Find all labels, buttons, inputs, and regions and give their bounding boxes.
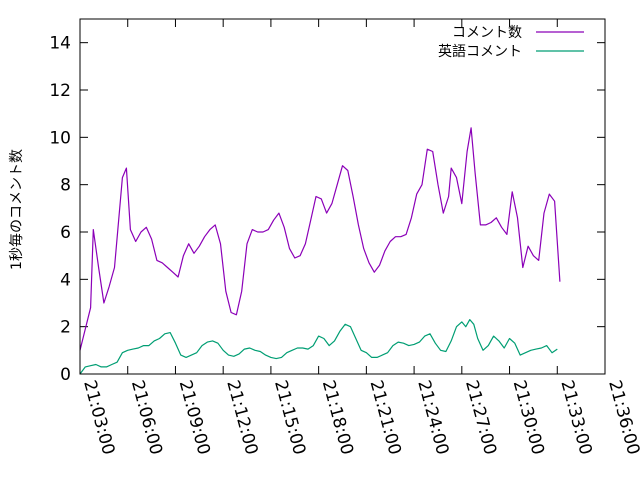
y-tick-label: 6 <box>60 223 71 243</box>
x-tick-label: 21:15:00 <box>270 378 309 457</box>
x-tick-label: 21:03:00 <box>79 378 118 457</box>
x-tick-label: 21:12:00 <box>222 378 261 457</box>
y-tick-label: 2 <box>60 318 71 338</box>
y-tick-label: 14 <box>49 34 71 54</box>
legend-label: コメント数 <box>452 25 522 41</box>
x-tick-label: 21:24:00 <box>413 378 452 457</box>
x-tick-label: 21:27:00 <box>461 378 500 457</box>
y-tick-label: 10 <box>49 128 71 148</box>
x-tick-label: 21:30:00 <box>509 378 548 457</box>
y-axis-label-group: 1秒毎のコメント数 <box>9 149 25 270</box>
x-tick-label: 21:09:00 <box>175 378 214 457</box>
y-tick-label: 0 <box>60 365 71 385</box>
y-tick-label: 4 <box>60 270 71 290</box>
x-tick-label: 21:06:00 <box>127 378 166 457</box>
plot-frame <box>79 18 606 375</box>
series-line-1 <box>79 127 561 351</box>
x-tick-label: 21:36:00 <box>604 378 640 457</box>
x-tick-label: 21:21:00 <box>366 378 405 457</box>
legend-label: 英語コメント <box>438 43 522 60</box>
x-tick-label: 21:33:00 <box>556 378 595 457</box>
y-axis-label: 1秒毎のコメント数 <box>9 149 25 270</box>
series-group <box>79 127 561 375</box>
y-tick-label: 8 <box>60 176 71 196</box>
y-tick-label: 12 <box>49 81 71 101</box>
x-tick-label: 21:18:00 <box>318 378 357 457</box>
series-line-2 <box>79 319 558 375</box>
